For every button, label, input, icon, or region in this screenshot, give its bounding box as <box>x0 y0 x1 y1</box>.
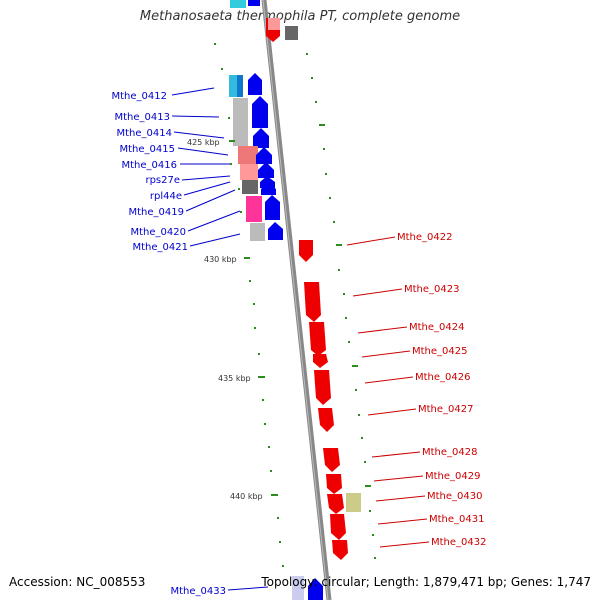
label-mthe-0412: Mthe_0412 <box>112 91 168 102</box>
label-mthe-0424: Mthe_0424 <box>409 322 465 333</box>
kbp-label-430: 430 kbp <box>204 255 237 264</box>
label-mthe-0415: Mthe_0415 <box>120 144 176 155</box>
label-mthe-0423: Mthe_0423 <box>404 284 460 295</box>
gene-block-khaki-0430 <box>346 493 361 512</box>
reverse-gene-0424 <box>309 322 326 356</box>
forward-gene-0420 <box>268 222 283 240</box>
forward-gene-0413 <box>252 96 268 128</box>
gene-block-pink-0416 <box>240 164 258 180</box>
label-mthe-0421: Mthe_0421 <box>133 242 189 253</box>
reverse-gene-0431 <box>330 514 346 540</box>
reverse-leader-lines <box>346 236 430 548</box>
label-mthe-0429: Mthe_0429 <box>425 471 481 482</box>
accession-text: Accession: NC_008553 <box>9 575 146 589</box>
reverse-gene-0422 <box>299 240 313 262</box>
label-mthe-0413: Mthe_0413 <box>115 112 171 123</box>
gene-block-gray-rpl44e <box>242 180 258 194</box>
label-mthe-0432: Mthe_0432 <box>431 537 487 548</box>
forward-gene-rpl44e <box>261 183 276 195</box>
genome-backbone-highlight <box>262 0 329 600</box>
forward-leader-lines <box>171 87 269 591</box>
forward-gene-0419 <box>265 195 280 220</box>
scale-ticks-right <box>306 53 376 559</box>
reverse-gene-0426 <box>314 370 331 405</box>
reverse-gene-0425 <box>313 354 328 368</box>
gene-block-light-bottom <box>292 576 304 600</box>
label-mthe-0427: Mthe_0427 <box>418 404 474 415</box>
gene-block-gray-0413 <box>233 98 248 146</box>
kbp-label-435: 435 kbp <box>218 374 251 383</box>
forward-gene-0415 <box>256 147 272 164</box>
reverse-gene-0429 <box>326 474 342 494</box>
label-rpl44e: rpl44e <box>150 191 182 202</box>
label-mthe-0420: Mthe_0420 <box>131 227 187 238</box>
kbp-label-440: 440 kbp <box>230 492 263 501</box>
forward-gene-rps27e <box>260 176 275 188</box>
forward-gene-0414 <box>253 128 269 148</box>
label-mthe-0426: Mthe_0426 <box>415 372 471 383</box>
forward-gene-0433 <box>308 578 323 600</box>
reverse-gene-0430 <box>327 494 344 514</box>
label-mthe-0416: Mthe_0416 <box>122 160 178 171</box>
label-mthe-0422: Mthe_0422 <box>397 232 453 243</box>
genome-info-text: Topology: circular; Length: 1,879,471 bp… <box>261 575 591 589</box>
scale-ticks-left <box>214 43 284 567</box>
label-mthe-0430: Mthe_0430 <box>427 491 483 502</box>
reverse-gene-0427 <box>318 408 334 432</box>
label-mthe-0431: Mthe_0431 <box>429 514 485 525</box>
reverse-gene-0423 <box>304 282 321 322</box>
feature-block-cyan <box>230 0 246 8</box>
gene-block-pink-0415 <box>238 146 258 164</box>
forward-gene-0416 <box>258 162 274 178</box>
feature-block-pink-top <box>268 18 280 30</box>
label-mthe-0414: Mthe_0414 <box>117 128 173 139</box>
label-mthe-0419: Mthe_0419 <box>129 207 185 218</box>
label-rps27e: rps27e <box>145 175 180 186</box>
reverse-gene-0428 <box>323 448 340 472</box>
forward-gene-top <box>248 0 260 6</box>
reverse-gene-0432 <box>332 540 348 560</box>
kbp-label-425: 425 kbp <box>187 138 220 147</box>
genome-backbone <box>261 0 332 600</box>
map-title: Methanosaeta thermophila PT, complete ge… <box>139 9 461 24</box>
gene-block-magenta-0419 <box>246 196 262 222</box>
forward-gene-0412 <box>248 73 262 95</box>
gene-block-gray-0421 <box>250 223 265 241</box>
feature-block-gray-top <box>285 26 298 40</box>
label-mthe-0425: Mthe_0425 <box>412 346 468 357</box>
gene-block-blue-light <box>237 75 243 97</box>
label-mthe-0433: Mthe_0433 <box>171 586 227 597</box>
label-mthe-0428: Mthe_0428 <box>422 447 478 458</box>
